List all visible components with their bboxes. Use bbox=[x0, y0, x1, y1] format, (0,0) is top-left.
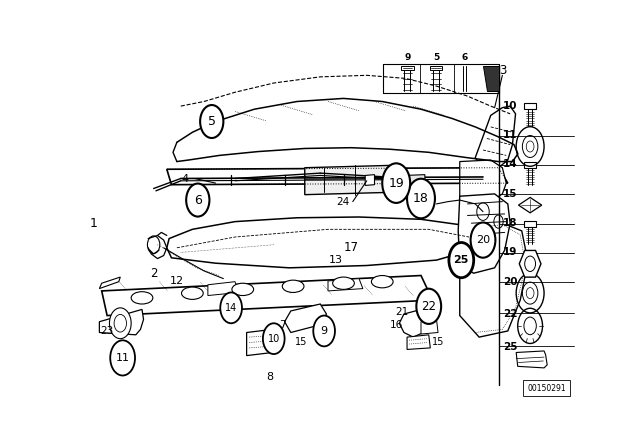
Polygon shape bbox=[99, 277, 120, 289]
Text: 19: 19 bbox=[503, 247, 517, 257]
Polygon shape bbox=[167, 168, 508, 185]
Polygon shape bbox=[483, 66, 499, 91]
Ellipse shape bbox=[131, 292, 153, 304]
Text: 25: 25 bbox=[454, 255, 469, 265]
Text: 10: 10 bbox=[268, 334, 280, 344]
Ellipse shape bbox=[220, 293, 242, 323]
Text: 15: 15 bbox=[503, 189, 518, 198]
Text: 6: 6 bbox=[462, 53, 468, 62]
Text: 24: 24 bbox=[337, 197, 349, 207]
Ellipse shape bbox=[333, 277, 355, 289]
Ellipse shape bbox=[417, 289, 441, 324]
Polygon shape bbox=[285, 304, 326, 332]
Polygon shape bbox=[167, 217, 477, 268]
Text: 7: 7 bbox=[280, 320, 287, 330]
Polygon shape bbox=[516, 351, 547, 368]
Text: 11: 11 bbox=[503, 130, 518, 140]
Text: 2: 2 bbox=[150, 267, 157, 280]
Polygon shape bbox=[421, 319, 438, 334]
Polygon shape bbox=[305, 165, 390, 195]
Polygon shape bbox=[458, 194, 510, 273]
Ellipse shape bbox=[470, 223, 495, 258]
Text: 12: 12 bbox=[170, 276, 184, 286]
Text: 1: 1 bbox=[90, 217, 98, 230]
Polygon shape bbox=[460, 222, 528, 337]
Polygon shape bbox=[208, 282, 239, 296]
Polygon shape bbox=[430, 66, 442, 70]
Ellipse shape bbox=[200, 105, 223, 138]
Polygon shape bbox=[519, 250, 541, 277]
Text: 14: 14 bbox=[225, 303, 237, 313]
Text: 5: 5 bbox=[433, 53, 439, 62]
Text: 18: 18 bbox=[503, 218, 518, 228]
Text: 22: 22 bbox=[421, 300, 436, 313]
Text: 20: 20 bbox=[503, 276, 518, 287]
Polygon shape bbox=[524, 220, 536, 227]
Polygon shape bbox=[406, 175, 425, 192]
Ellipse shape bbox=[407, 179, 435, 218]
Polygon shape bbox=[399, 306, 438, 337]
Text: 4: 4 bbox=[181, 173, 188, 184]
Ellipse shape bbox=[313, 315, 335, 346]
Text: 5: 5 bbox=[208, 115, 216, 128]
Ellipse shape bbox=[186, 184, 209, 216]
Polygon shape bbox=[328, 279, 363, 291]
Ellipse shape bbox=[182, 287, 204, 299]
Polygon shape bbox=[246, 329, 272, 356]
Text: 16: 16 bbox=[390, 320, 403, 330]
Text: 17: 17 bbox=[344, 241, 359, 254]
Polygon shape bbox=[476, 106, 516, 168]
Ellipse shape bbox=[263, 323, 285, 354]
Polygon shape bbox=[365, 175, 374, 185]
Text: 21: 21 bbox=[395, 307, 408, 317]
Ellipse shape bbox=[110, 340, 135, 375]
Text: 00150291: 00150291 bbox=[527, 383, 566, 392]
Text: 15: 15 bbox=[432, 337, 444, 347]
Text: 10: 10 bbox=[503, 101, 518, 111]
Text: 19: 19 bbox=[388, 177, 404, 190]
Polygon shape bbox=[99, 310, 143, 335]
Polygon shape bbox=[401, 66, 413, 70]
Ellipse shape bbox=[109, 308, 131, 339]
Ellipse shape bbox=[282, 280, 304, 293]
Text: 11: 11 bbox=[116, 353, 130, 363]
Ellipse shape bbox=[371, 276, 393, 288]
Text: 14: 14 bbox=[503, 159, 518, 169]
Ellipse shape bbox=[232, 283, 253, 296]
Text: 20: 20 bbox=[476, 235, 490, 245]
Ellipse shape bbox=[382, 164, 410, 203]
Polygon shape bbox=[407, 335, 430, 349]
Text: 9: 9 bbox=[404, 53, 410, 62]
Polygon shape bbox=[518, 198, 541, 213]
Text: 18: 18 bbox=[413, 192, 429, 205]
Text: 9: 9 bbox=[321, 326, 328, 336]
Text: 25: 25 bbox=[503, 342, 518, 352]
Text: 3: 3 bbox=[499, 64, 506, 77]
Text: 13: 13 bbox=[329, 255, 343, 265]
Text: 6: 6 bbox=[194, 194, 202, 207]
Text: 22: 22 bbox=[503, 309, 518, 319]
Polygon shape bbox=[386, 171, 406, 187]
Text: 23: 23 bbox=[100, 326, 114, 336]
Polygon shape bbox=[460, 160, 506, 202]
Polygon shape bbox=[102, 276, 433, 315]
Text: 8: 8 bbox=[266, 372, 273, 382]
Ellipse shape bbox=[449, 242, 474, 278]
Polygon shape bbox=[524, 162, 536, 168]
Polygon shape bbox=[524, 103, 536, 109]
Text: 15: 15 bbox=[294, 337, 307, 347]
